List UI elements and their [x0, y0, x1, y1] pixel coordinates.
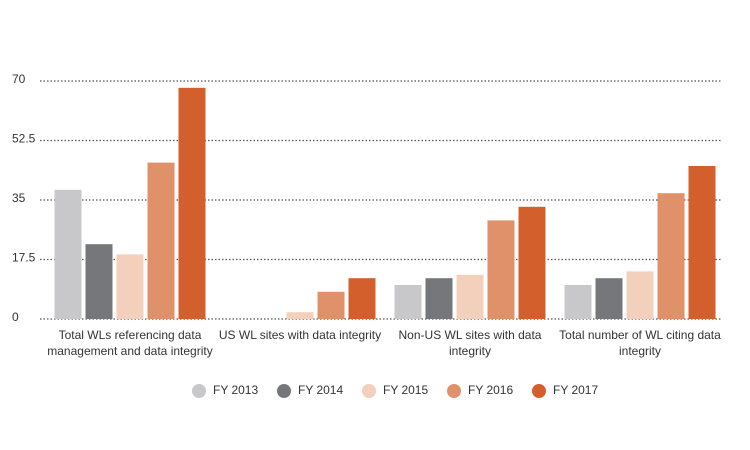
legend-label: FY 2016: [468, 383, 513, 397]
legend-label: FY 2014: [298, 383, 343, 397]
bar: [688, 166, 716, 319]
bar: [456, 274, 484, 319]
legend-marker: [362, 384, 376, 398]
bar: [116, 254, 144, 319]
bar: [425, 278, 453, 319]
bar: [147, 162, 175, 319]
bar: [317, 291, 345, 319]
legend-marker: [447, 384, 461, 398]
bar: [626, 271, 654, 319]
x-tick-label: Total number of WL citing data integrity: [559, 328, 721, 358]
bar: [85, 244, 113, 319]
bar: [54, 189, 82, 319]
y-tick-label: 70: [12, 72, 26, 86]
legend-marker: [192, 384, 206, 398]
legend-label: FY 2013: [213, 383, 258, 397]
y-tick-label: 35: [12, 191, 26, 205]
y-tick-label: 17.5: [12, 251, 36, 265]
x-tick-label: Non-US WL sites with data integrity: [398, 328, 542, 358]
y-tick-label: 52.5: [12, 132, 36, 146]
bar: [518, 206, 546, 319]
legend-label: FY 2017: [553, 383, 598, 397]
legend-marker: [277, 384, 291, 398]
y-tick-label: 0: [12, 310, 19, 324]
bar: [178, 87, 206, 319]
legend-label: FY 2015: [383, 383, 428, 397]
bar: [286, 312, 314, 319]
legend-marker: [532, 384, 546, 398]
bar: [595, 278, 623, 319]
bar: [348, 278, 376, 319]
bar: [564, 285, 592, 319]
x-tick-label: US WL sites with data integrity: [218, 328, 382, 342]
bar: [487, 220, 515, 319]
bar: [657, 193, 685, 319]
x-tick-label: Total WLs referencing data management an…: [47, 328, 213, 358]
bar: [394, 285, 422, 319]
